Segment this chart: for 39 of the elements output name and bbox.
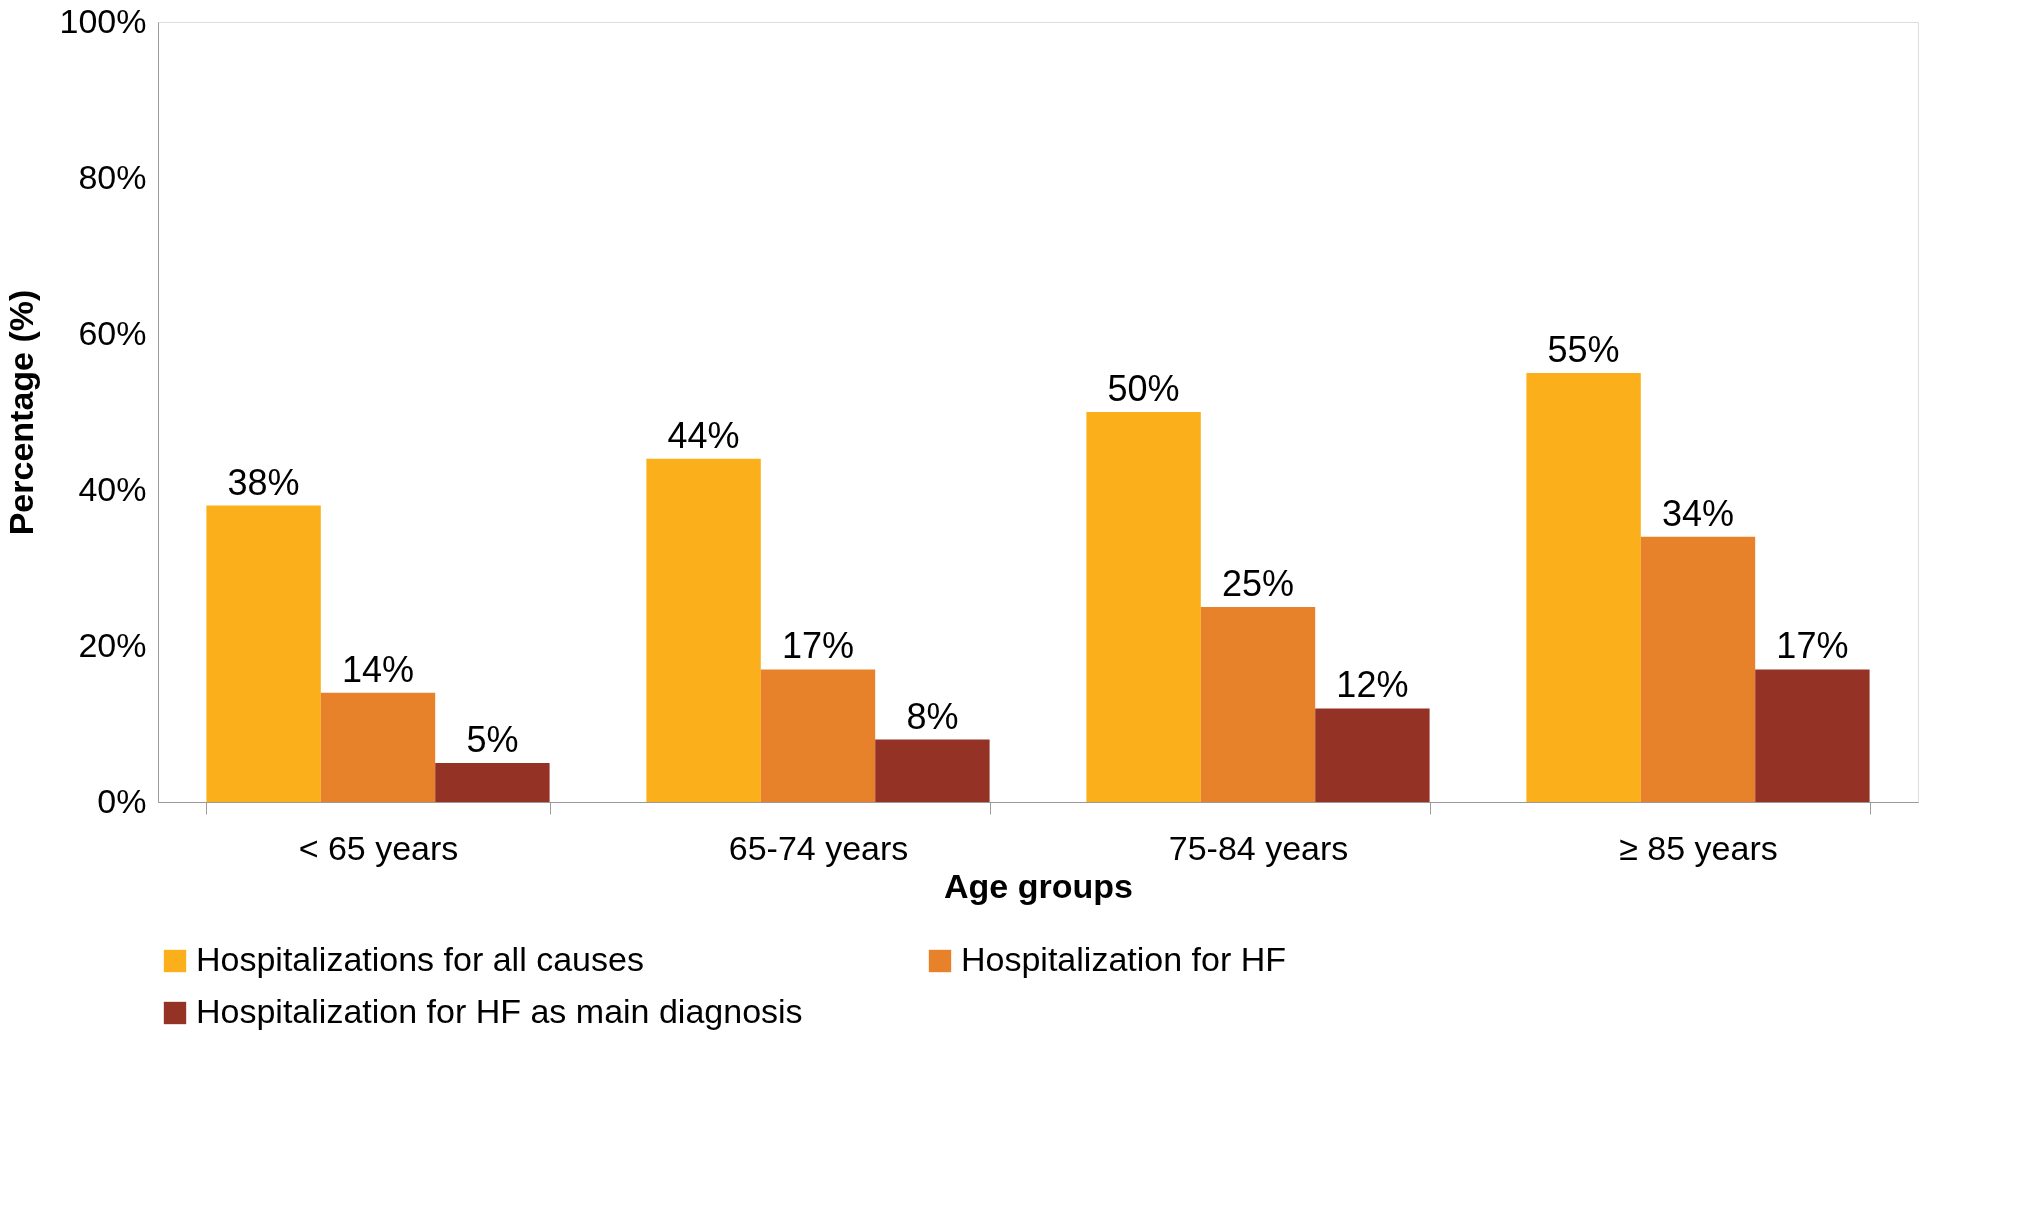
data-label: 25% [1221, 563, 1295, 604]
y-tick-label: 20% [78, 625, 147, 664]
data-label: 5% [466, 719, 519, 760]
y-tick-label: 40% [78, 469, 147, 508]
bar [875, 739, 990, 802]
data-label: 38% [227, 461, 300, 503]
x-tick-label: < 65 years [298, 828, 459, 867]
bar [1200, 607, 1316, 802]
y-tick-label: 100% [59, 1, 147, 40]
data-label: 12% [1336, 664, 1409, 706]
y-axis-title: Percentage (%) [1, 289, 40, 536]
bar [760, 669, 876, 802]
y-tick-label: 60% [78, 313, 147, 352]
x-tick-label: 65-74 years [728, 828, 909, 867]
data-label: 50% [1107, 368, 1180, 409]
bar [646, 458, 761, 802]
bar [1640, 536, 1756, 802]
legend-label: Hospitalization for HF as main diagnosis [196, 992, 803, 1030]
x-tick-label: 75-84 years [1168, 828, 1349, 867]
legend-label: Hospitalization for HF [961, 940, 1287, 978]
bar [320, 692, 436, 802]
bar [435, 763, 550, 802]
data-label: 55% [1547, 329, 1620, 370]
x-tick-label: ≥ 85 years [1619, 828, 1778, 867]
y-tick-label: 0% [97, 781, 147, 820]
bar [1315, 708, 1430, 802]
x-axis-title: Age groups [944, 866, 1133, 905]
y-tick-label: 80% [78, 157, 147, 196]
data-label: 8% [906, 695, 959, 737]
data-label: 14% [341, 648, 415, 690]
bar [1086, 412, 1201, 802]
legend-label: Hospitalizations for all causes [196, 940, 644, 978]
bar [1755, 669, 1870, 802]
data-label: 44% [667, 414, 740, 456]
data-label: 17% [781, 625, 855, 667]
data-label: 34% [1661, 492, 1735, 534]
bar [206, 505, 321, 802]
data-label: 17% [1776, 625, 1849, 667]
bar [1526, 373, 1641, 802]
